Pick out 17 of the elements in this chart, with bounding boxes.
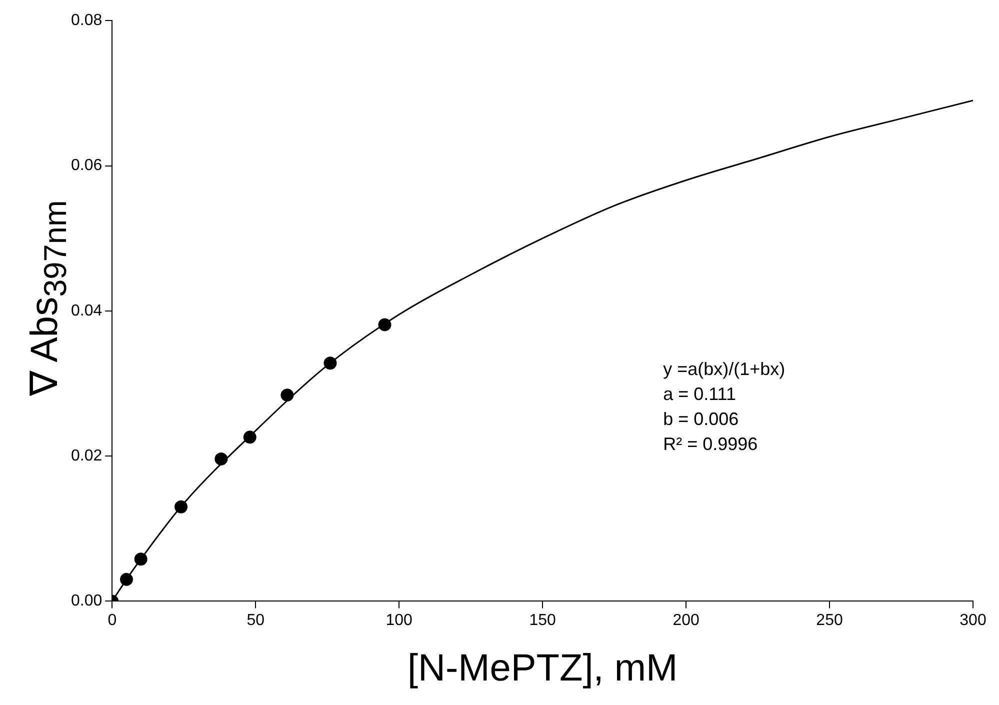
annotation: b = 0.006 [663, 408, 739, 429]
annotation: R² = 0.9996 [663, 434, 758, 454]
x-tick-label: 200 [672, 612, 700, 630]
y-tick-label: 0.06 [71, 157, 102, 174]
x-tick-label: 300 [960, 612, 986, 630]
x-tick-label: 0 [108, 612, 117, 630]
annotation: y =a(bx)/(1+bx) [663, 358, 786, 379]
y-tick-label: 0.08 [71, 12, 102, 30]
x-tick-label: 100 [386, 612, 413, 630]
annotation: a = 0.111 [663, 384, 736, 404]
y-tick-label: 0.02 [71, 447, 102, 464]
x-tick-label: 250 [816, 612, 843, 630]
x-axis-title: [N-MePTZ], mM [407, 648, 678, 690]
y-tick-label: 0.04 [71, 302, 102, 320]
x-tick-label: 50 [246, 612, 265, 630]
x-tick-label: 150 [529, 612, 556, 630]
y-tick-label: 0.00 [71, 592, 102, 610]
